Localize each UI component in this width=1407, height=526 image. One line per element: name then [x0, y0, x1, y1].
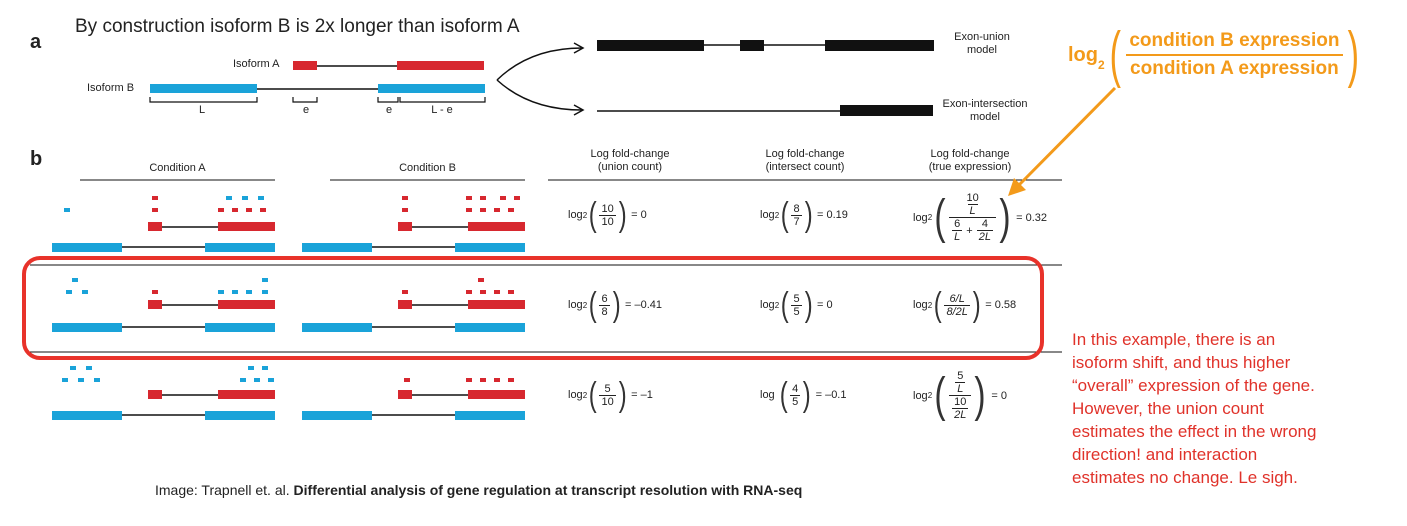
- intersect-count-header: Log fold-change (intersect count): [765, 148, 845, 173]
- header-rules: [30, 179, 1062, 353]
- row-2-reads: [52, 278, 525, 332]
- image-caption: Image: Trapnell et. al. Differential ana…: [155, 482, 803, 498]
- row-3-reads: [52, 366, 525, 420]
- isoform-b-diagram: [150, 84, 485, 93]
- row-1-reads: [52, 196, 525, 252]
- isoform-b-label: Isoform B: [87, 82, 135, 94]
- segment-label-l-minus-e: L - e: [431, 104, 453, 116]
- panel-b-letter: b: [30, 148, 43, 170]
- exon-intersection-model: [597, 105, 933, 116]
- condition-b-header: Condition B: [399, 162, 456, 174]
- true-expression-header: Log fold-change (true expression): [928, 148, 1012, 173]
- panel-a-title: By construction isoform B is 2x longer t…: [75, 16, 520, 37]
- model-arrows: [496, 42, 585, 116]
- exon-union-model: [597, 40, 934, 51]
- row-1-union-formula: log 2( 10 10 ) = 0: [568, 196, 647, 234]
- log-ratio-formula: log 2 ( condition B expression condition …: [1068, 20, 1360, 89]
- panel-a-letter: a: [30, 31, 42, 53]
- orange-arrow: [1008, 86, 1117, 196]
- segment-label-l: L: [198, 104, 206, 116]
- exon-union-label: Exon-union model: [954, 31, 1010, 56]
- condition-a-header: Condition A: [149, 162, 206, 174]
- explanation-note: In this example, there is an isoform shi…: [1072, 330, 1317, 487]
- segment-brackets: [149, 97, 486, 103]
- isoform-a-label: Isoform A: [233, 58, 280, 70]
- exon-intersection-label: Exon-intersection model: [942, 98, 1028, 123]
- row-2-true-formula: log 2( 6/L 8/2L ) = 0.58: [913, 286, 1017, 324]
- segment-label-e1: e: [302, 104, 310, 116]
- row-3-union-formula: log 2( 5 10 ) = –1: [568, 376, 653, 414]
- segment-label-e2: e: [385, 104, 393, 116]
- union-count-header: Log fold-change (union count): [590, 148, 670, 173]
- isoform-a-diagram: [293, 61, 484, 70]
- highlight-box: [22, 256, 1044, 360]
